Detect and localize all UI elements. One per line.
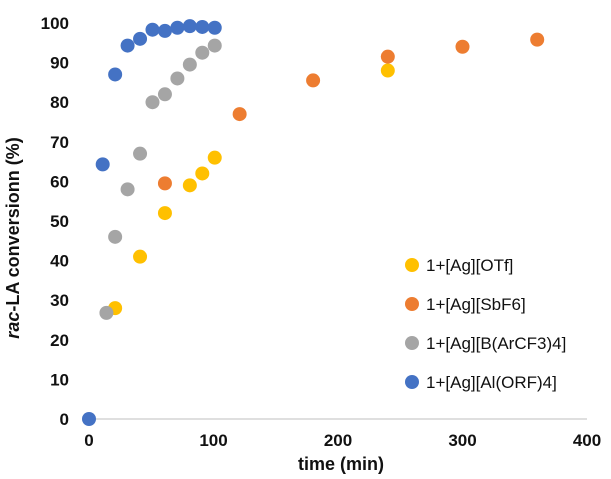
data-point — [182, 19, 197, 34]
legend-label: 1+[Ag][SbF6] — [426, 295, 526, 314]
y-tick-label: 0 — [60, 410, 69, 429]
data-point — [133, 31, 148, 46]
data-point — [195, 45, 210, 60]
x-tick-label: 400 — [573, 431, 601, 450]
y-tick-label: 20 — [50, 331, 69, 350]
data-point — [120, 38, 135, 53]
legend-marker — [405, 375, 419, 389]
data-point — [380, 63, 395, 78]
legend-entry: 1+[Ag][Al(ORF)4] — [405, 373, 557, 392]
tick-labels: 0 100 200 300 400 0 10 20 30 40 50 60 70 80 90 100 — [41, 14, 602, 450]
data-point — [207, 150, 222, 165]
legend-label: 1+[Ag][B(ArCF3)4] — [426, 334, 566, 353]
data-point — [232, 107, 247, 122]
x-tick-label: 0 — [84, 431, 93, 450]
data-point — [157, 176, 172, 191]
y-tick-label: 100 — [41, 14, 69, 33]
data-points — [82, 19, 545, 426]
data-point — [120, 182, 135, 197]
data-point — [182, 178, 197, 193]
data-point — [207, 20, 222, 35]
y-tick-label: 60 — [50, 172, 69, 191]
y-axis-title-italic: rac — [3, 312, 23, 339]
x-tick-label: 200 — [324, 431, 352, 450]
data-point — [108, 67, 123, 82]
data-point — [82, 412, 96, 426]
legend-entry: 1+[Ag][SbF6] — [405, 295, 526, 314]
y-tick-label: 40 — [50, 252, 69, 271]
data-point — [195, 19, 210, 34]
legend-label: 1+[Ag][Al(ORF)4] — [426, 373, 557, 392]
data-point — [145, 22, 160, 37]
legend-entry: 1+[Ag][B(ArCF3)4] — [405, 334, 566, 353]
data-point — [207, 38, 222, 53]
data-point — [95, 157, 110, 172]
series-3 — [99, 38, 222, 320]
data-point — [99, 305, 114, 320]
series-2 — [157, 32, 545, 191]
data-point — [157, 23, 172, 38]
legend-marker — [405, 336, 419, 350]
y-tick-label: 50 — [50, 212, 69, 231]
data-point — [195, 166, 210, 181]
data-point — [380, 49, 395, 64]
x-tick-label: 300 — [448, 431, 476, 450]
legend-marker — [405, 297, 419, 311]
y-tick-label: 30 — [50, 291, 69, 310]
series-4 — [82, 19, 222, 426]
data-point — [133, 249, 148, 264]
data-point — [157, 206, 172, 221]
data-point — [170, 20, 185, 35]
data-point — [306, 73, 321, 88]
y-axis-title-rest: -LA conversionn (%) — [3, 137, 23, 311]
data-point — [455, 39, 470, 54]
data-point — [145, 95, 160, 110]
y-tick-label: 10 — [50, 370, 69, 389]
data-point — [530, 32, 545, 47]
data-point — [182, 57, 197, 72]
x-axis-title: time (min) — [298, 454, 384, 474]
legend-marker — [405, 258, 419, 272]
y-axis-title: rac-LA conversionn (%) — [3, 137, 23, 338]
data-point — [133, 146, 148, 161]
data-point — [170, 71, 185, 86]
legend: 1+[Ag][OTf] 1+[Ag][SbF6] 1+[Ag][B(ArCF3)4]… — [405, 256, 566, 392]
y-tick-label: 90 — [50, 54, 69, 73]
data-point — [108, 229, 123, 244]
legend-entry: 1+[Ag][OTf] — [405, 256, 513, 275]
legend-label: 1+[Ag][OTf] — [426, 256, 513, 275]
y-tick-label: 70 — [50, 133, 69, 152]
data-point — [157, 87, 172, 102]
y-tick-label: 80 — [50, 93, 69, 112]
x-tick-label: 100 — [199, 431, 227, 450]
